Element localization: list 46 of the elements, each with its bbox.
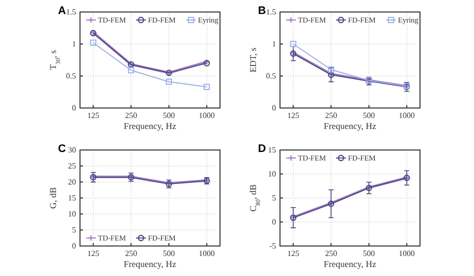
x-tick-label: 1000 (398, 111, 415, 120)
x-tick-label: 1000 (398, 249, 415, 258)
y-tick-label: 10 (68, 210, 76, 219)
x-axis-title: Frequency, Hz (124, 121, 176, 131)
y-axis-title: EDT, s (248, 47, 258, 72)
x-tick-label: 1000 (198, 111, 215, 120)
y-tick-label: 0.5 (266, 72, 276, 81)
x-tick-label: 250 (125, 249, 138, 258)
y-tick-label: 0 (272, 218, 276, 227)
y-tick-label: 15 (68, 194, 76, 203)
chart-title: C (58, 143, 66, 155)
x-tick-label: 500 (362, 249, 375, 258)
y-tick-label: 1 (272, 40, 276, 49)
x-tick-label: 250 (125, 111, 138, 120)
y-tick-label: 1.5 (66, 8, 76, 17)
x-tick-label: 500 (162, 249, 175, 258)
y-axis-title: G, dB (48, 187, 58, 209)
chart-title: D (258, 143, 266, 155)
y-tick-label: 0 (72, 242, 76, 251)
x-axis-title: Frequency, Hz (324, 259, 376, 269)
y-tick-label: 1.5 (266, 8, 276, 17)
x-tick-label: 500 (162, 111, 175, 120)
y-tick-label: 15 (268, 146, 276, 155)
x-axis-title: Frequency, Hz (324, 121, 376, 131)
y-tick-label: 20 (68, 178, 76, 187)
y-tick-label: -5 (269, 242, 276, 251)
y-tick-label: 0 (272, 104, 276, 113)
x-tick-label: 250 (325, 249, 338, 258)
x-tick-label: 125 (87, 249, 100, 258)
x-tick-label: 125 (287, 111, 300, 120)
chart-title: A (58, 5, 66, 17)
y-tick-label: 5 (72, 226, 76, 235)
y-tick-label: 5 (272, 194, 276, 203)
x-tick-label: 250 (325, 111, 338, 120)
x-tick-label: 125 (87, 111, 100, 120)
y-tick-label: 1 (72, 40, 76, 49)
x-tick-label: 1000 (198, 249, 215, 258)
x-tick-label: 500 (362, 111, 375, 120)
y-tick-label: 0 (72, 104, 76, 113)
y-tick-label: 10 (268, 170, 276, 179)
y-tick-label: 30 (68, 146, 76, 155)
y-tick-label: 25 (68, 162, 76, 171)
x-tick-label: 125 (287, 249, 300, 258)
x-axis-title: Frequency, Hz (124, 259, 176, 269)
chart-title: B (258, 5, 266, 17)
y-tick-label: 0.5 (66, 72, 76, 81)
